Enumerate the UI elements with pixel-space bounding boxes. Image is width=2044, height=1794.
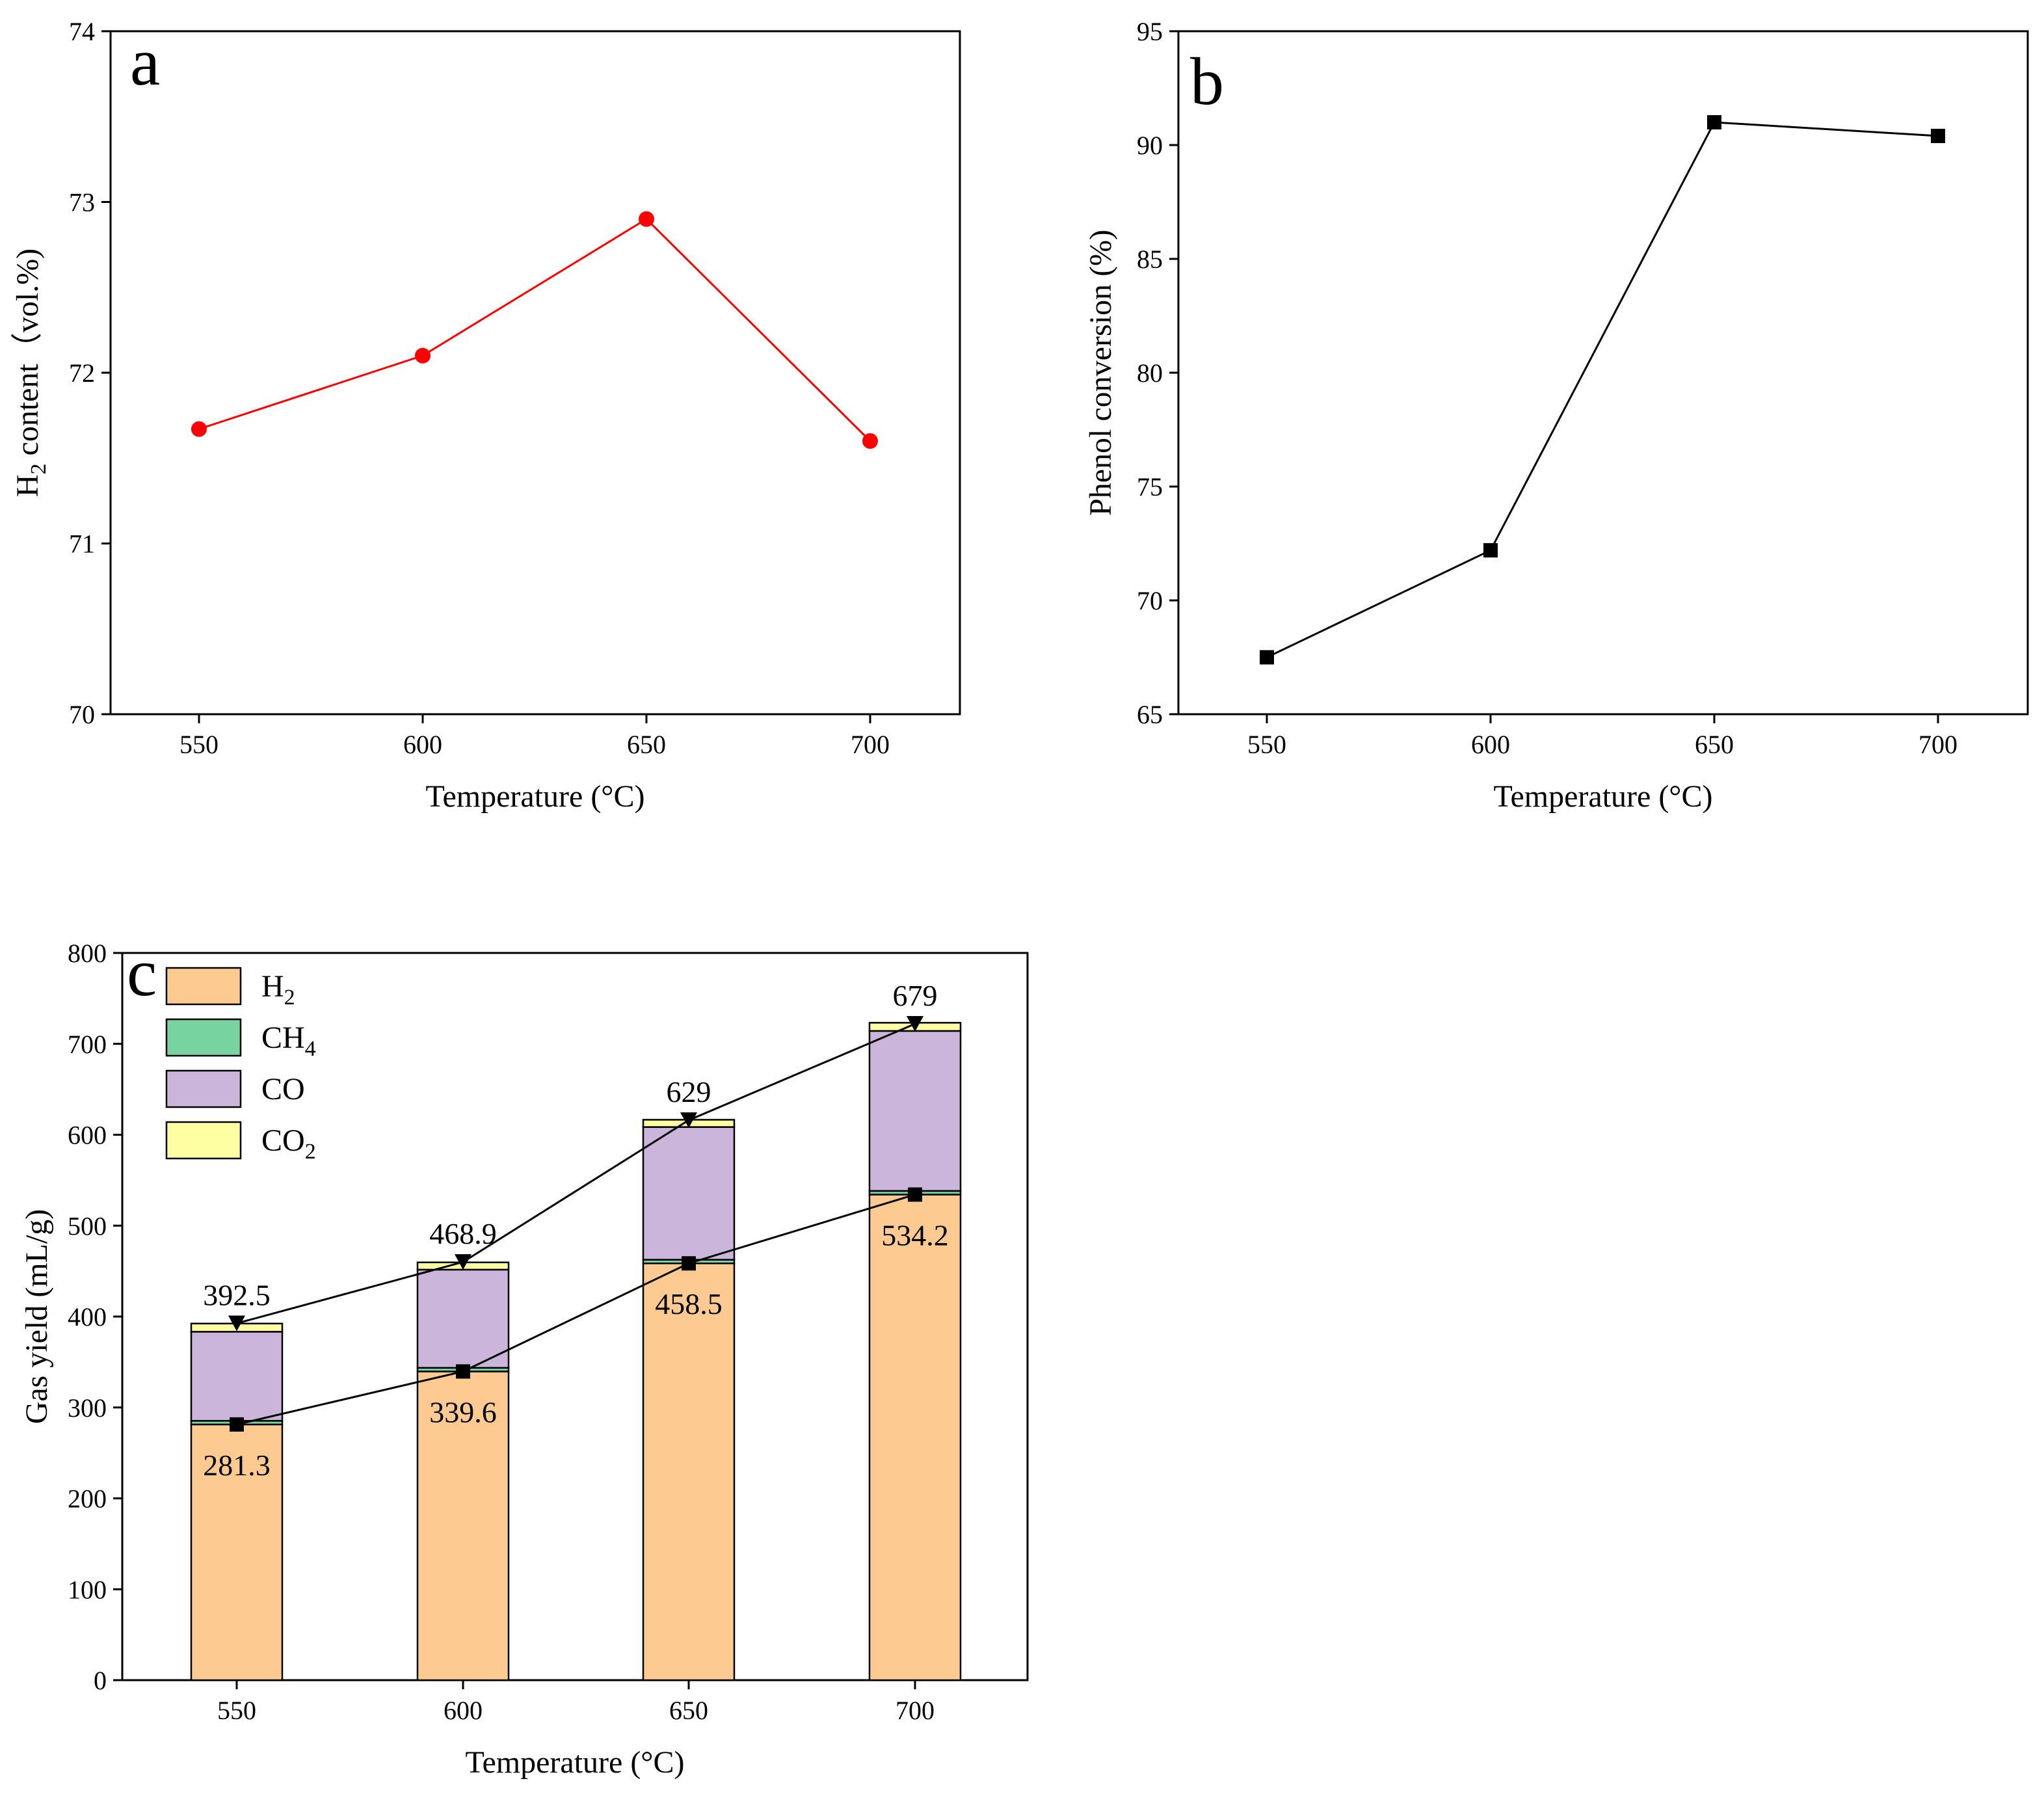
bar-segment (190, 1331, 284, 1422)
data-point (456, 1364, 470, 1379)
bar-segment (868, 1030, 962, 1192)
data-point (415, 347, 431, 364)
y-axis-title: H2 content（vol.%) (10, 248, 51, 497)
y-tick-label: 300 (68, 1393, 107, 1423)
bar-segment (416, 1268, 510, 1369)
legend-swatch (165, 1018, 242, 1057)
x-tick-label: 700 (1918, 730, 1958, 759)
y-tick-label: 73 (69, 188, 95, 217)
panel-letter: b (1190, 44, 1224, 119)
bar-segment (868, 1194, 962, 1681)
trend-line (236, 1194, 916, 1426)
y-tick-label: 70 (1137, 586, 1163, 615)
data-point (907, 1016, 923, 1032)
y-tick-label: 90 (1137, 131, 1163, 160)
data-label: 534.2 (881, 1218, 949, 1252)
data-point (455, 1254, 471, 1270)
series-line (1266, 121, 1939, 658)
legend-label: CO2 (261, 1123, 316, 1164)
x-axis-title: Temperature (°C) (425, 779, 644, 814)
x-tick-label: 650 (669, 1696, 708, 1725)
data-point (1483, 543, 1498, 557)
y-tick-label: 0 (94, 1666, 107, 1695)
data-label: 629 (667, 1075, 711, 1108)
y-tick-label: 500 (68, 1211, 107, 1240)
data-point (191, 421, 207, 437)
x-tick-label: 650 (1695, 730, 1734, 759)
chart-panel-a: 70 71 72 73 74 550 600 650 700 Temperature (°C) H2… (10, 17, 961, 814)
legend-label: H2 (261, 969, 295, 1010)
data-point (682, 1256, 696, 1271)
x-tick-label: 600 (1471, 730, 1510, 759)
data-point (1931, 129, 1945, 143)
y-tick-label: 74 (69, 17, 95, 46)
data-label: 339.6 (429, 1395, 497, 1428)
data-point (1707, 115, 1721, 129)
x-tick-label: 550 (1247, 730, 1286, 759)
x-axis-title: Temperature (°C) (465, 1745, 684, 1780)
bar-segment (642, 1262, 736, 1681)
legend-swatch (165, 1069, 242, 1108)
x-tick-label: 700 (851, 730, 890, 759)
y-tick-label: 75 (1137, 472, 1163, 502)
data-point (1260, 650, 1274, 665)
legend-swatch (165, 967, 242, 1006)
data-point (908, 1187, 922, 1202)
y-tick-label: 80 (1137, 358, 1163, 388)
data-point (228, 1315, 245, 1332)
data-point (639, 211, 654, 227)
x-tick-label: 600 (444, 1696, 483, 1725)
y-tick-label: 72 (69, 358, 95, 388)
data-point (230, 1417, 244, 1432)
x-tick-label: 550 (217, 1696, 256, 1725)
bar-segment (190, 1423, 284, 1681)
y-tick-label: 95 (1137, 17, 1163, 46)
x-tick-label: 650 (627, 730, 666, 759)
data-label: 468.9 (429, 1217, 497, 1250)
bar-segment (642, 1126, 736, 1261)
y-tick-label: 85 (1137, 245, 1163, 274)
data-label: 679 (893, 979, 938, 1012)
data-point (862, 433, 878, 449)
y-tick-label: 800 (68, 939, 107, 968)
chart-panel-b: 65 70 75 80 85 90 95 550 600 650 700 Temperature (°… (1083, 17, 2029, 814)
y-tick-label: 70 (69, 700, 95, 729)
data-label: 392.5 (203, 1278, 271, 1311)
panel-letter: a (130, 25, 160, 100)
x-tick-label: 700 (896, 1696, 935, 1725)
chart-panel-c: 0 100 200 300 400 500 600 700 800 550 600 650 700 Tem… (20, 935, 1029, 1780)
y-tick-label: 65 (1137, 700, 1163, 729)
bar-segment (416, 1371, 510, 1681)
x-tick-label: 550 (179, 730, 219, 759)
data-label: 458.5 (655, 1287, 723, 1320)
series-line (198, 217, 871, 442)
x-axis-title: Temperature (°C) (1493, 779, 1712, 814)
y-tick-label: 200 (68, 1484, 107, 1514)
y-tick-label: 71 (69, 529, 95, 559)
legend-label: CH4 (261, 1021, 316, 1061)
y-tick-label: 100 (68, 1575, 107, 1604)
y-tick-label: 400 (68, 1302, 107, 1332)
trend-line (236, 1023, 916, 1324)
data-label: 281.3 (203, 1449, 271, 1482)
legend-swatch (165, 1121, 242, 1160)
y-axis-title: Phenol conversion (%) (1083, 230, 1118, 516)
y-axis-title: Gas yield (mL/g) (20, 1209, 54, 1425)
y-tick-label: 700 (68, 1030, 107, 1059)
panel-letter: c (127, 935, 157, 1010)
data-point (680, 1112, 697, 1129)
x-tick-label: 600 (403, 730, 442, 759)
y-tick-label: 600 (68, 1121, 107, 1150)
legend-label: CO (261, 1072, 305, 1106)
